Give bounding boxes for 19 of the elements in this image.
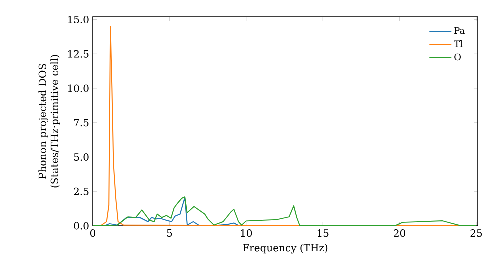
y-axis-title: Phonon projected DOS (States/THz·primitive cell) <box>38 55 60 188</box>
y-tick-label: 0.0 <box>74 222 89 230</box>
y-tick-label: 7.5 <box>74 119 89 127</box>
x-tick-label: 20 <box>394 230 406 238</box>
legend-label: Pa <box>454 27 465 34</box>
x-axis-title: Frequency (THz) <box>243 244 328 254</box>
x-tick-label: 5 <box>167 230 172 237</box>
x-tick-label: 0 <box>90 230 96 238</box>
line-series <box>93 196 477 226</box>
y-tick-label: 5.0 <box>74 153 89 162</box>
legend-label: O <box>454 54 461 61</box>
legend-label: Tl <box>454 40 463 48</box>
y-tick-label: 12.5 <box>68 50 89 58</box>
x-tick-label: 15 <box>318 230 329 238</box>
x-tick-label: 25 <box>470 230 482 238</box>
y-tick-label: 10.0 <box>68 84 89 92</box>
y-tick-label: 15.0 <box>68 16 89 24</box>
x-tick-label: 10 <box>241 230 252 238</box>
y-tick-label: 2.5 <box>74 188 89 196</box>
